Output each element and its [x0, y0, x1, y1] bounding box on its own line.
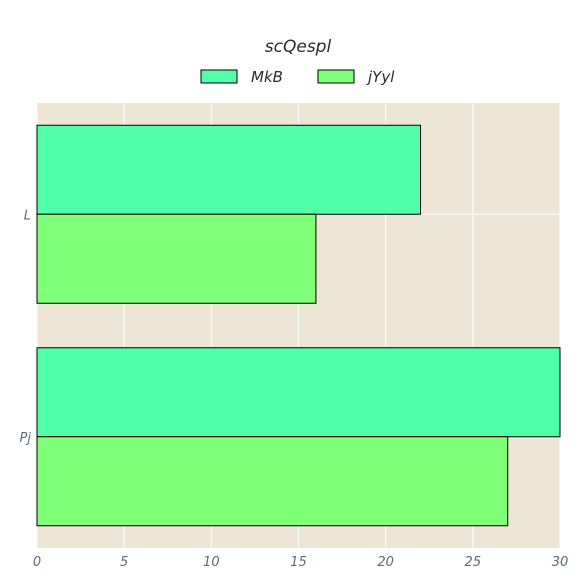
x-tick-label: 10: [203, 555, 220, 570]
x-tick-label: 15: [290, 555, 307, 570]
legend: MkB jYyl: [200, 68, 395, 86]
chart-title: scQespl: [265, 37, 332, 57]
bars: [36, 124, 561, 527]
bar-MkB-L: [36, 124, 422, 215]
y-tick-label: L: [24, 208, 31, 223]
bar-jYyl-Pj: [36, 436, 509, 527]
legend-label: jYyl: [366, 68, 395, 86]
bar-jYyl-L: [36, 213, 317, 304]
x-tick-label: 30: [552, 555, 569, 570]
x-tick-label: 20: [377, 555, 394, 570]
y-axis-ticks: L Pj: [20, 208, 32, 446]
legend-swatch: [317, 69, 355, 84]
bar-MkB-Pj: [36, 347, 561, 438]
x-tick-label: 25: [465, 555, 482, 570]
x-tick-label: 0: [33, 555, 41, 570]
x-axis-ticks: 0 5 10 15 20 25 30: [33, 555, 568, 570]
y-tick-label: Pj: [20, 431, 32, 446]
x-tick-label: 5: [120, 555, 128, 570]
legend-label: MkB: [251, 68, 283, 86]
legend-swatch: [200, 69, 238, 84]
